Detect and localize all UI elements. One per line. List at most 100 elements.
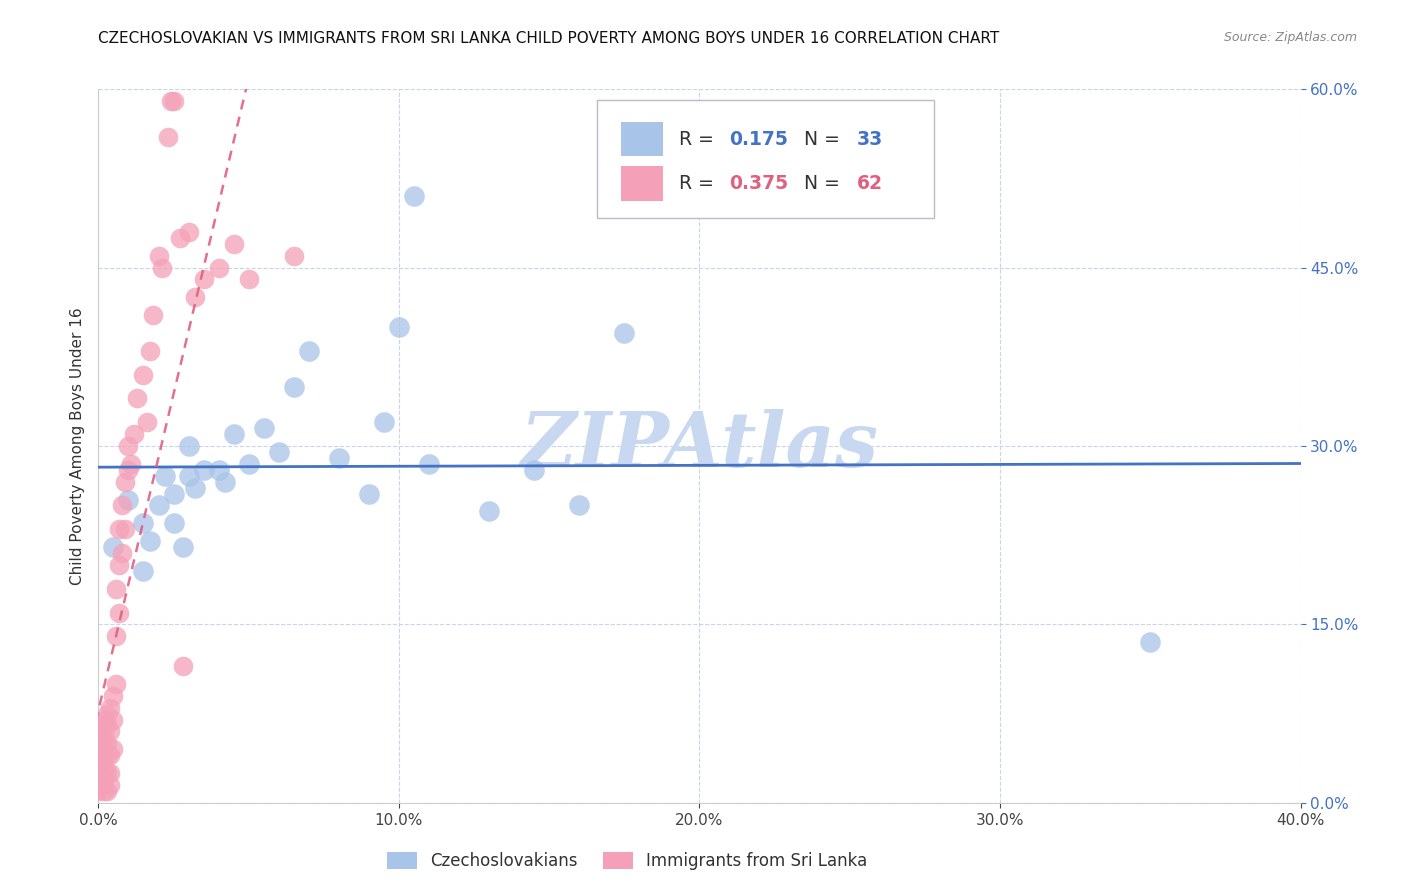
Point [523,463,546,477]
Point [1139,635,1161,649]
Text: R =: R = [679,129,720,149]
Point [96,718,118,732]
Point [267,445,290,459]
Point [96,748,118,763]
Text: 0.175: 0.175 [730,129,789,149]
Point [93,742,115,756]
Point [100,778,122,792]
Point [90,718,112,732]
Point [132,516,155,531]
Legend: Czechoslovakians, Immigrants from Sri Lanka: Czechoslovakians, Immigrants from Sri La… [381,845,875,877]
Point [172,540,194,554]
Point [93,760,115,774]
FancyBboxPatch shape [598,100,934,218]
Point [478,504,501,518]
Point [114,475,136,489]
Y-axis label: Child Poverty Among Boys Under 16: Child Poverty Among Boys Under 16 [70,307,86,585]
Point [103,540,125,554]
Point [138,534,160,549]
Point [96,706,118,721]
Point [613,326,636,340]
Point [111,546,134,560]
Point [93,772,115,786]
Point [177,225,200,239]
Point [222,427,245,442]
Point [100,766,122,780]
Point [283,379,305,393]
Point [138,343,160,358]
Text: 33: 33 [858,129,883,149]
Text: CZECHOSLOVAKIAN VS IMMIGRANTS FROM SRI LANKA CHILD POVERTY AMONG BOYS UNDER 16 C: CZECHOSLOVAKIAN VS IMMIGRANTS FROM SRI L… [98,31,1000,46]
Point [103,689,125,703]
Text: 0.375: 0.375 [730,174,789,193]
Point [214,475,236,489]
Point [418,457,440,471]
Point [177,468,200,483]
Point [103,713,125,727]
Point [328,450,350,465]
Point [87,784,110,798]
Point [117,492,139,507]
Point [124,427,146,442]
Point [90,772,112,786]
Point [127,392,149,406]
Point [132,564,155,578]
Point [93,731,115,745]
Point [159,94,181,108]
Point [388,320,411,334]
Point [193,463,215,477]
Point [96,766,118,780]
Point [183,290,205,304]
Text: 62: 62 [858,174,883,193]
Point [283,249,305,263]
Point [93,713,115,727]
Bar [621,166,664,201]
Point [100,748,122,763]
Point [105,677,128,691]
Point [193,272,215,286]
Point [238,457,260,471]
Text: Source: ZipAtlas.com: Source: ZipAtlas.com [1223,31,1357,45]
Point [208,463,231,477]
Point [141,308,163,322]
Point [108,558,131,572]
Point [169,231,191,245]
Point [162,516,184,531]
Point [135,415,157,429]
Point [156,129,179,144]
Point [298,343,321,358]
Point [114,522,136,536]
Point [208,260,231,275]
Point [148,499,170,513]
Point [108,522,131,536]
Point [111,499,134,513]
Point [90,748,112,763]
Point [373,415,395,429]
Text: ZIPAtlas: ZIPAtlas [520,409,879,483]
Point [183,481,205,495]
Point [172,659,194,673]
Point [90,754,112,768]
Point [93,784,115,798]
Point [150,260,173,275]
Point [357,486,380,500]
Point [87,760,110,774]
Point [108,606,131,620]
Point [96,784,118,798]
Point [153,468,176,483]
Point [162,486,184,500]
Point [253,421,276,435]
Point [121,457,143,471]
Point [96,736,118,750]
Point [105,582,128,596]
Text: R =: R = [679,174,720,193]
Point [100,700,122,714]
Point [117,439,139,453]
Point [103,742,125,756]
Bar [621,122,664,156]
Text: N =: N = [804,174,846,193]
Point [105,629,128,643]
Point [402,189,425,203]
Point [177,439,200,453]
Point [90,778,112,792]
